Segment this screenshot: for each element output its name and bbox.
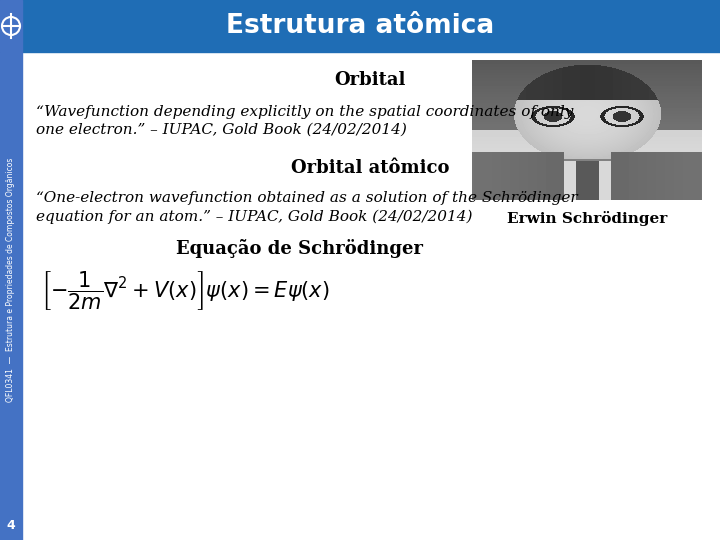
- Text: “One-electron wavefunction obtained as a solution of the Schrödinger: “One-electron wavefunction obtained as a…: [36, 191, 577, 205]
- Text: Estrutura atômica: Estrutura atômica: [226, 13, 494, 39]
- Text: QFL0341  —  Estrutura e Propriedades de Compostos Orgânicos: QFL0341 — Estrutura e Propriedades de Co…: [6, 158, 16, 402]
- Text: 4: 4: [6, 519, 15, 532]
- Text: equation for an atom.” – IUPAC, Gold Book (24/02/2014): equation for an atom.” – IUPAC, Gold Boo…: [36, 210, 472, 224]
- Text: Orbital atômico: Orbital atômico: [291, 159, 449, 177]
- Bar: [0, 52, 22, 540]
- Text: “Wavefunction depending explicitly on the spatial coordinates of only: “Wavefunction depending explicitly on th…: [36, 105, 573, 119]
- Text: Equação de Schrödinger: Equação de Schrödinger: [176, 239, 423, 258]
- Bar: [0, 0, 720, 52]
- Bar: [0, 0, 22, 52]
- Text: $\left[-\dfrac{1}{2m}\nabla^2 + V(x)\right]\psi(x) = E\psi(x)$: $\left[-\dfrac{1}{2m}\nabla^2 + V(x)\rig…: [41, 268, 330, 312]
- Text: one electron.” – IUPAC, Gold Book (24/02/2014): one electron.” – IUPAC, Gold Book (24/02…: [36, 123, 407, 137]
- Text: Erwin Schrödinger: Erwin Schrödinger: [507, 211, 667, 226]
- Text: Orbital: Orbital: [334, 71, 405, 89]
